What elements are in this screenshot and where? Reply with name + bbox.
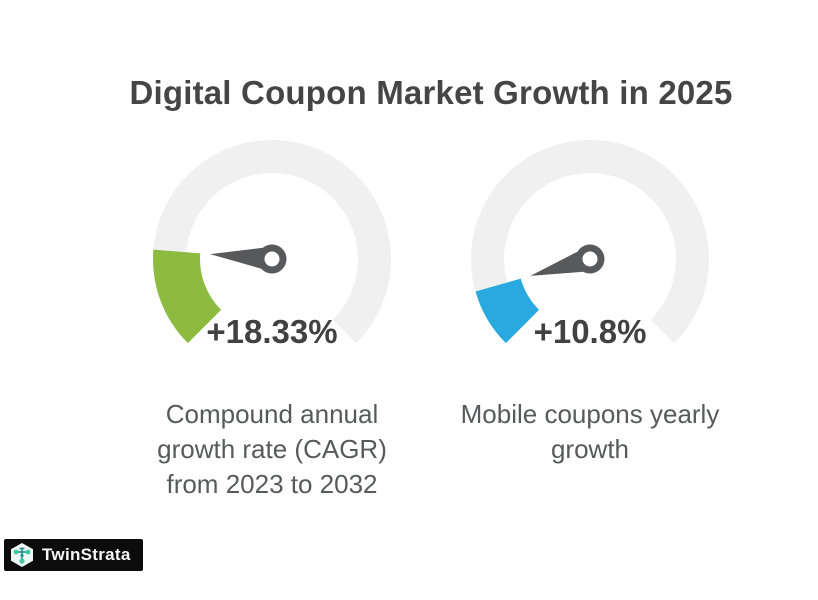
gauge-dial-cagr [153,140,391,344]
gauge-panel-cagr: +18.33% Compound annual growth rate (CAG… [113,139,431,502]
brand-name: TwinStrata [42,545,131,564]
gauge-caption-cagr: Compound annual growth rate (CAGR) from … [157,399,387,499]
gauge-chart-mobile: +10.8% [470,139,710,379]
gauge-panel-mobile: +10.8% Mobile coupons yearly growth [431,139,749,467]
gauge-value-cagr: +18.33% [206,313,338,350]
gauge-value-mobile: +10.8% [533,313,647,350]
brand-logo: TwinStrata [4,539,143,571]
gauge-caption-mobile: Mobile coupons yearly growth [460,399,720,464]
twinstrata-network-hexagon-icon [9,542,35,568]
chart-title: Digital Coupon Market Growth in 2025 [129,74,733,111]
gauge-dial-mobile [471,140,709,344]
gauge-chart-cagr: +18.33% [152,139,392,379]
